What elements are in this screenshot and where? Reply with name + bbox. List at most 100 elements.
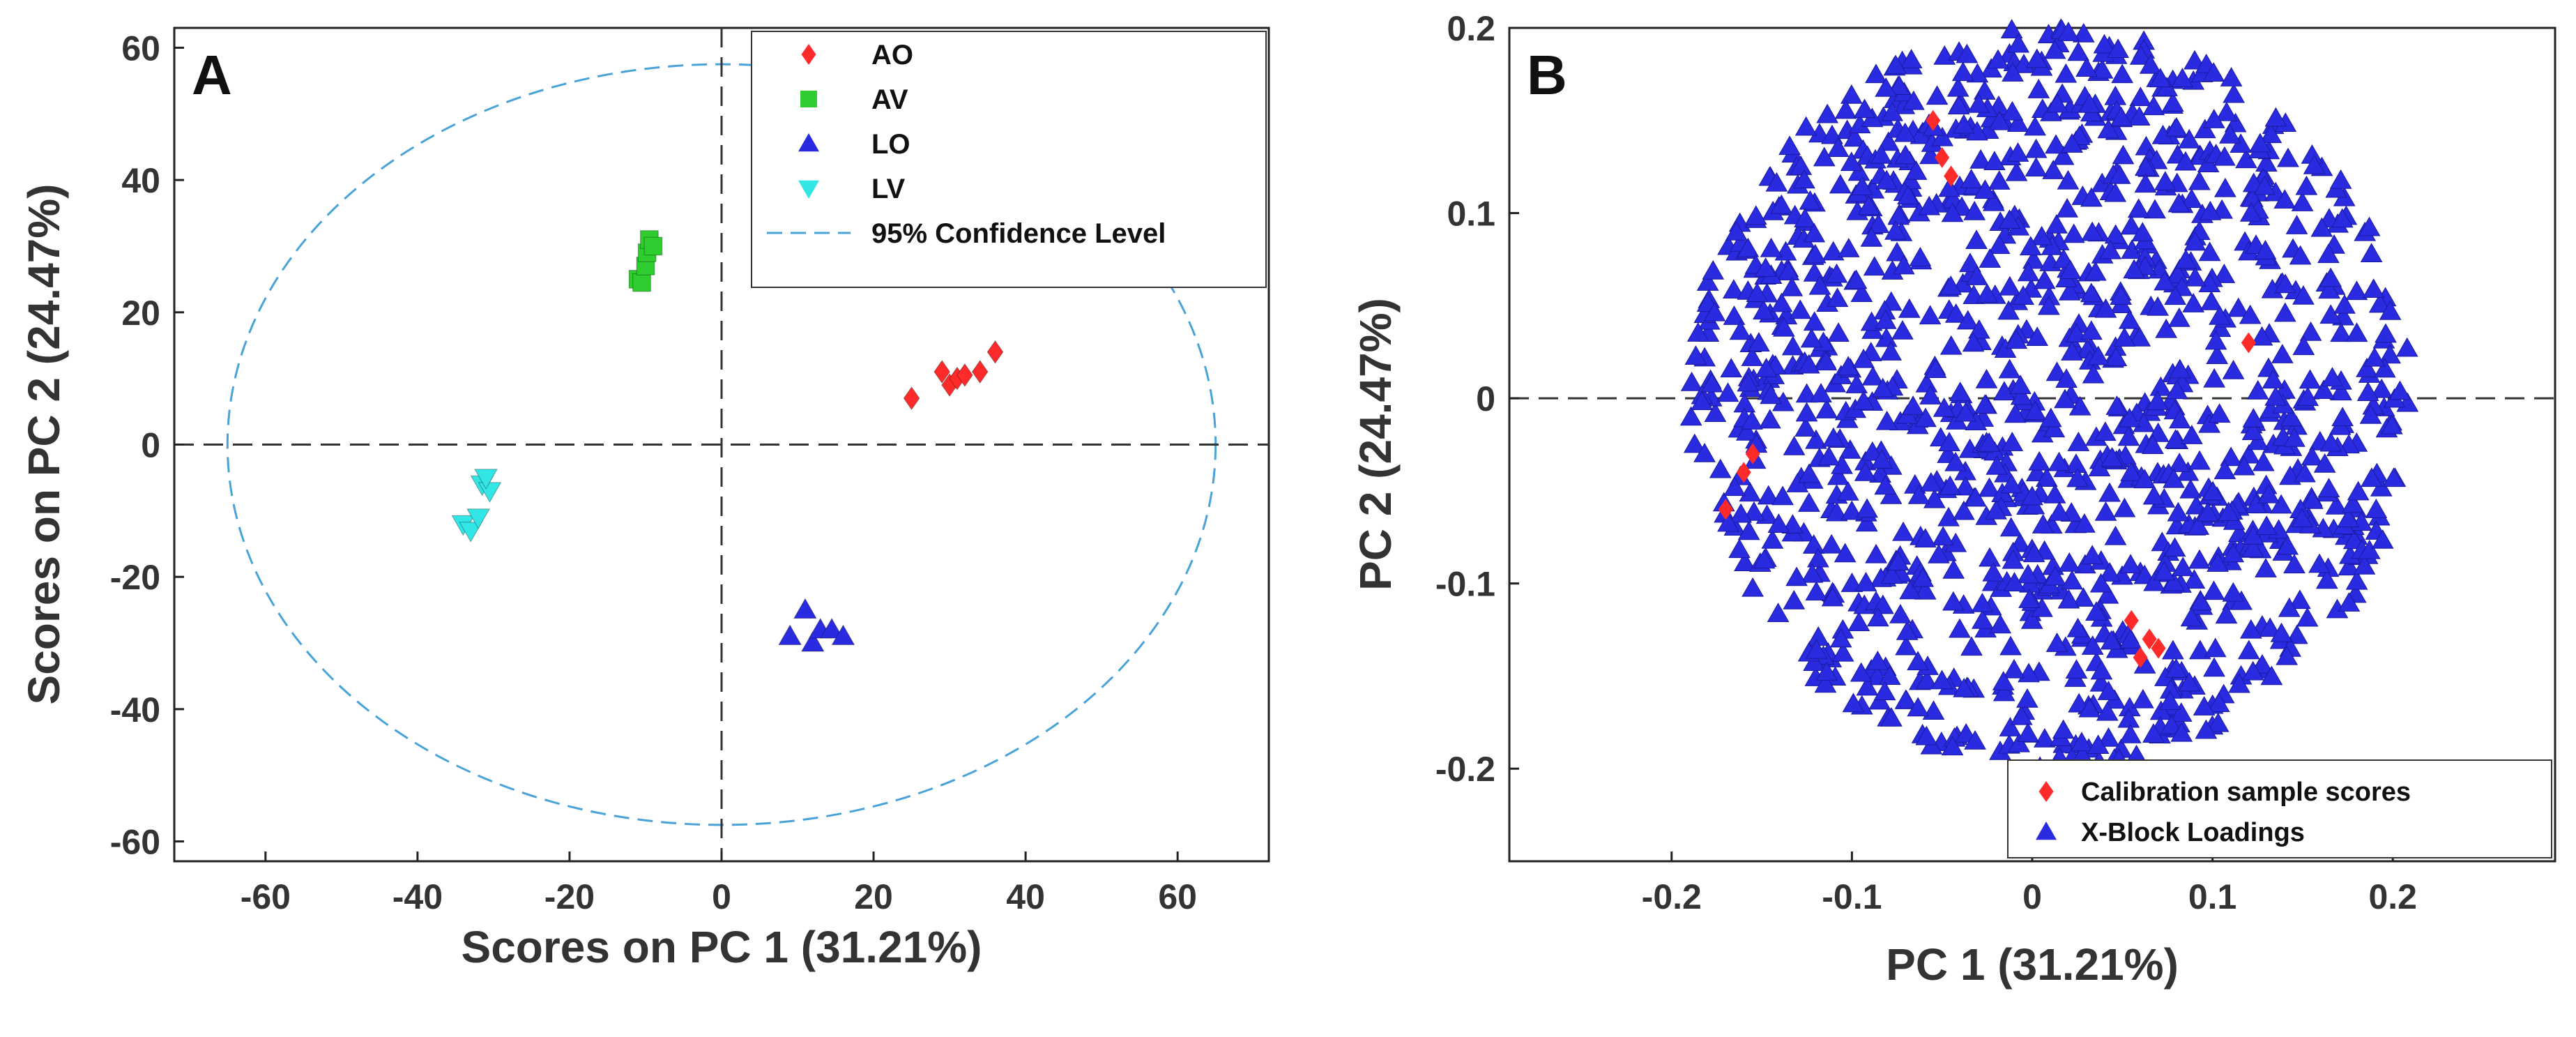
loading-point xyxy=(2059,259,2082,280)
loading-point xyxy=(2198,273,2221,292)
loading-point xyxy=(1941,202,1964,222)
loading-point xyxy=(2062,223,2085,243)
loading-point xyxy=(1893,122,1916,142)
loading-point xyxy=(1959,252,1981,273)
loading-point xyxy=(1999,517,2022,537)
loading-point xyxy=(1834,99,1857,119)
loading-point xyxy=(2345,570,2368,590)
loading-point xyxy=(1840,573,1864,592)
loading-point xyxy=(1951,61,1974,82)
loading-point xyxy=(2100,630,2123,650)
loading-point xyxy=(1973,80,1996,100)
legend-label-lo: LO xyxy=(871,129,910,160)
loading-point xyxy=(1919,472,1942,492)
loading-point xyxy=(2043,483,2066,504)
loading-point xyxy=(2104,525,2127,545)
loading-point xyxy=(2003,658,2025,679)
loading-point xyxy=(2120,215,2142,235)
loading-point xyxy=(1700,372,1723,393)
loading-point xyxy=(2222,543,2245,563)
loading-point xyxy=(2294,462,2316,483)
loading-point xyxy=(1803,222,1826,243)
loading-point xyxy=(2081,635,2104,655)
loading-point xyxy=(1949,381,1972,402)
loading-point xyxy=(1888,75,1911,96)
loading-point xyxy=(1891,319,1914,340)
loading-point xyxy=(1887,205,1910,225)
loading-point xyxy=(2054,388,2076,409)
loading-point xyxy=(2057,22,2080,41)
loading-point xyxy=(2113,327,2136,347)
loading-point xyxy=(1850,662,1873,682)
loading-point xyxy=(2220,446,2243,467)
loading-point xyxy=(2215,604,2238,624)
loading-point xyxy=(2167,501,2190,522)
loading-point xyxy=(2296,386,2319,407)
loading-point xyxy=(1928,543,1950,563)
data-point-av xyxy=(643,236,663,256)
loading-point xyxy=(2246,430,2269,451)
loading-point xyxy=(2167,192,2190,213)
data-point-lo xyxy=(820,618,844,639)
x-tick-label: 0 xyxy=(712,877,731,916)
loading-point xyxy=(2104,182,2127,202)
loading-point xyxy=(1691,391,1714,410)
loading-point xyxy=(2119,629,2142,649)
loading-point xyxy=(1873,681,1896,701)
loading-point xyxy=(1852,391,1875,410)
loading-point xyxy=(1870,144,1893,164)
loading-point xyxy=(2242,525,2264,545)
panel-a-y-axis-label: Scores on PC 2 (24.47%) xyxy=(19,184,69,705)
loading-point xyxy=(2160,714,2183,734)
loading-point xyxy=(1799,190,1822,210)
loading-point xyxy=(1884,220,1907,240)
loading-point xyxy=(1847,612,1870,631)
loading-point xyxy=(2291,508,2314,528)
loading-point xyxy=(2081,545,2104,565)
loading-point xyxy=(1703,301,1726,321)
loading-point xyxy=(2085,601,2108,621)
loading-point xyxy=(1992,681,2015,702)
loading-point xyxy=(2373,358,2396,378)
loading-point xyxy=(2228,673,2250,693)
loading-point xyxy=(2249,133,2271,153)
loading-point xyxy=(2003,572,2026,592)
loading-point xyxy=(2388,380,2411,400)
loading-point xyxy=(2080,187,2103,207)
loading-point xyxy=(1771,485,1794,506)
loading-point xyxy=(2128,327,2151,347)
loading-point xyxy=(1730,503,1753,523)
loading-point xyxy=(1813,146,1836,167)
loading-point xyxy=(2170,722,2193,742)
loading-point xyxy=(2185,494,2208,515)
loading-point xyxy=(2183,231,2207,251)
loading-point xyxy=(2200,291,2223,310)
loading-point xyxy=(2239,619,2262,639)
legend-marker-av xyxy=(800,91,817,107)
loading-point xyxy=(2161,92,2184,112)
loading-point xyxy=(2055,63,2078,83)
loading-point xyxy=(2072,587,2095,607)
loading-point xyxy=(2052,145,2075,165)
loading-point xyxy=(2202,580,2225,600)
loading-point xyxy=(1853,98,1876,119)
loading-point xyxy=(2165,379,2188,400)
loading-point xyxy=(2183,569,2206,589)
loading-point xyxy=(1965,266,1988,285)
loading-point xyxy=(2356,357,2378,377)
loading-point xyxy=(2045,633,2068,652)
loading-point xyxy=(2163,468,2185,488)
loading-point xyxy=(2271,344,2294,363)
loading-point xyxy=(1944,451,1967,471)
loading-point xyxy=(1903,90,1925,110)
loading-point xyxy=(1939,475,1962,495)
loading-point xyxy=(1989,614,2012,634)
loading-point xyxy=(2075,57,2098,77)
panel-a: -60 -40 -20 0 20 40 60 -60 -40 -20 0 20 40 60 AO AV LO L… xyxy=(19,27,1270,972)
data-point-ao xyxy=(957,363,973,387)
loading-point xyxy=(1986,455,2009,475)
loading-point xyxy=(1840,84,1863,104)
loading-point xyxy=(2097,727,2120,747)
loading-point xyxy=(2033,728,2056,748)
loading-point xyxy=(2097,681,2120,700)
